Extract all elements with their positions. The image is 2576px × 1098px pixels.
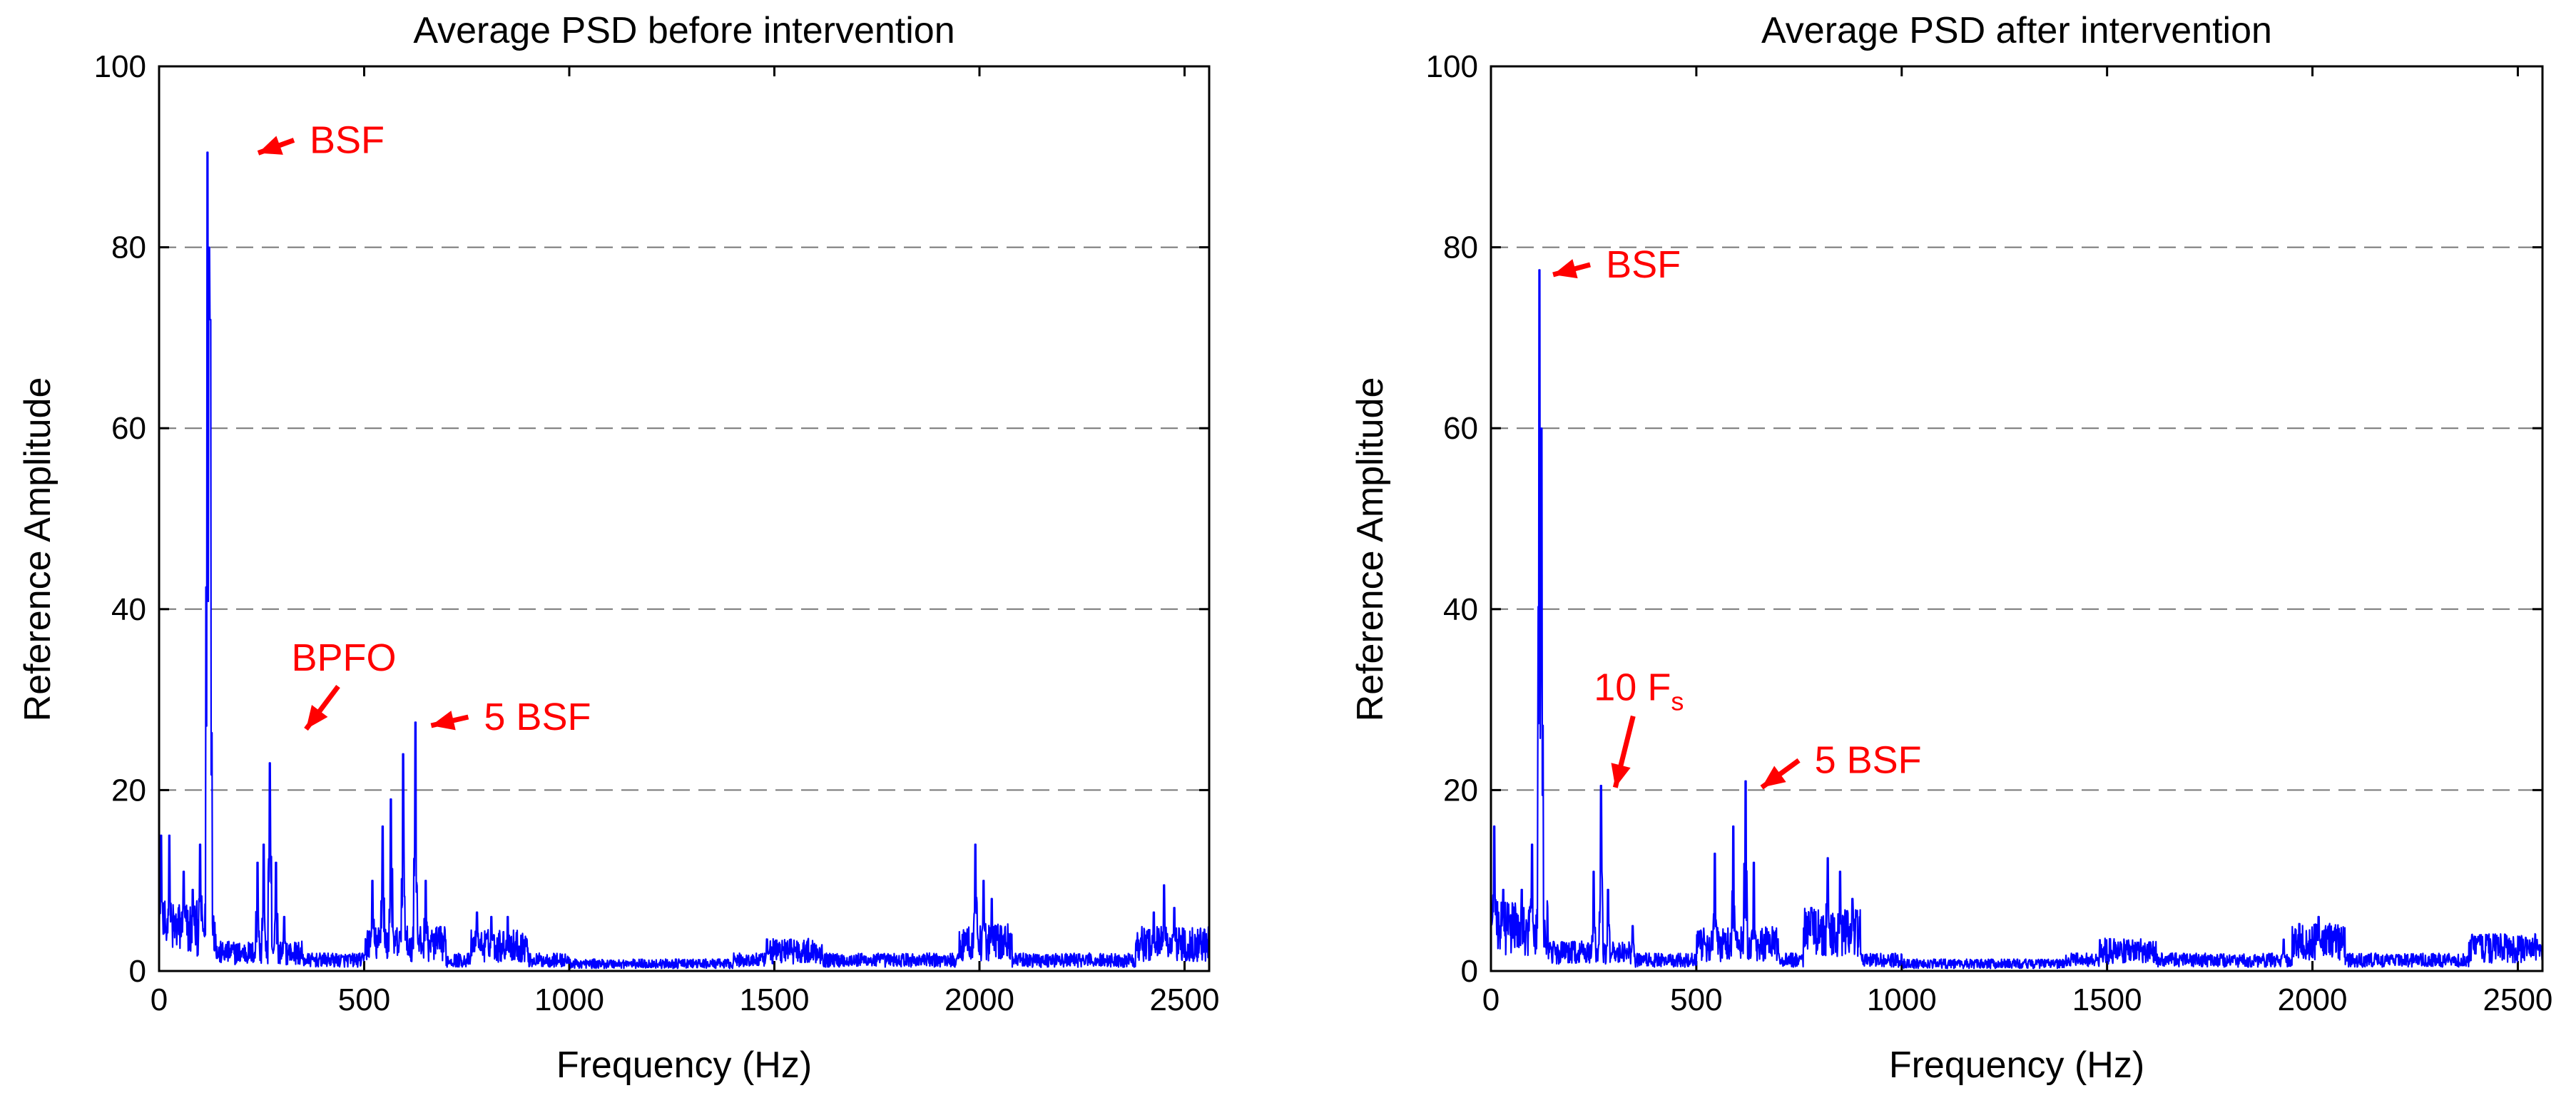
spectrum-line: [158, 151, 1211, 970]
x-tick-label: 2000: [945, 982, 1014, 1017]
x-tick-label: 1000: [1867, 982, 1937, 1017]
y-tick-label: 20: [111, 773, 146, 808]
y-tick-label: 0: [1461, 954, 1478, 989]
annotation-label: 5 BSF: [484, 696, 591, 738]
x-tick-label: 0: [1482, 982, 1500, 1017]
x-axis-label: Frequency (Hz): [556, 1044, 812, 1086]
y-tick-label: 40: [1443, 592, 1478, 627]
annotation-arrowhead: [431, 711, 456, 731]
annotation-arrowhead: [258, 136, 283, 155]
y-tick-label: 80: [1443, 230, 1478, 265]
x-tick-label: 1500: [740, 982, 810, 1017]
x-tick-label: 1000: [534, 982, 604, 1017]
x-tick-label: 0: [151, 982, 168, 1017]
spectrum-line: [1490, 269, 2544, 970]
annotation-subscript: s: [1671, 687, 1684, 716]
annotation-label: BSF: [1606, 243, 1681, 286]
x-tick-label: 1500: [2072, 982, 2142, 1017]
plot-frame: [1490, 65, 2544, 972]
psd-before-chart: Average PSD before intervention Referenc…: [17, 10, 1219, 1086]
y-axis-label: Reference Amplitude: [17, 377, 58, 722]
y-tick-label: 0: [129, 954, 146, 989]
x-tick-label: 2500: [2483, 982, 2553, 1017]
x-axis-label: Frequency (Hz): [1889, 1044, 2144, 1086]
annotation-arrowhead: [1553, 259, 1578, 279]
x-tick-label: 500: [1670, 982, 1722, 1017]
annotation-arrowhead: [306, 705, 328, 730]
y-tick-label: 20: [1443, 773, 1478, 808]
chart-title: Average PSD after intervention: [1761, 10, 2272, 51]
psd-after-chart: Average PSD after intervention Reference…: [1350, 10, 2552, 1086]
annotation-arrowhead: [1611, 763, 1631, 788]
y-axis-label: Reference Amplitude: [1350, 377, 1391, 722]
y-tick-label: 60: [111, 411, 146, 446]
y-tick-label: 40: [111, 592, 146, 627]
y-tick-label: 80: [111, 230, 146, 265]
chart-title: Average PSD before intervention: [413, 10, 954, 51]
y-tick-label: 100: [94, 49, 146, 84]
x-tick-label: 2500: [1150, 982, 1220, 1017]
annotation-label: BPFO: [291, 636, 396, 679]
annotation-arrowhead: [1761, 766, 1786, 788]
x-tick-label: 500: [338, 982, 390, 1017]
annotation-label: BSF: [310, 118, 385, 161]
annotation-label: 10 Fs: [1594, 666, 1684, 716]
x-tick-label: 2000: [2278, 982, 2348, 1017]
annotation-label: 5 BSF: [1815, 739, 1922, 782]
plot-frame: [158, 65, 1211, 972]
y-tick-label: 60: [1443, 411, 1478, 446]
y-tick-label: 100: [1426, 49, 1478, 84]
